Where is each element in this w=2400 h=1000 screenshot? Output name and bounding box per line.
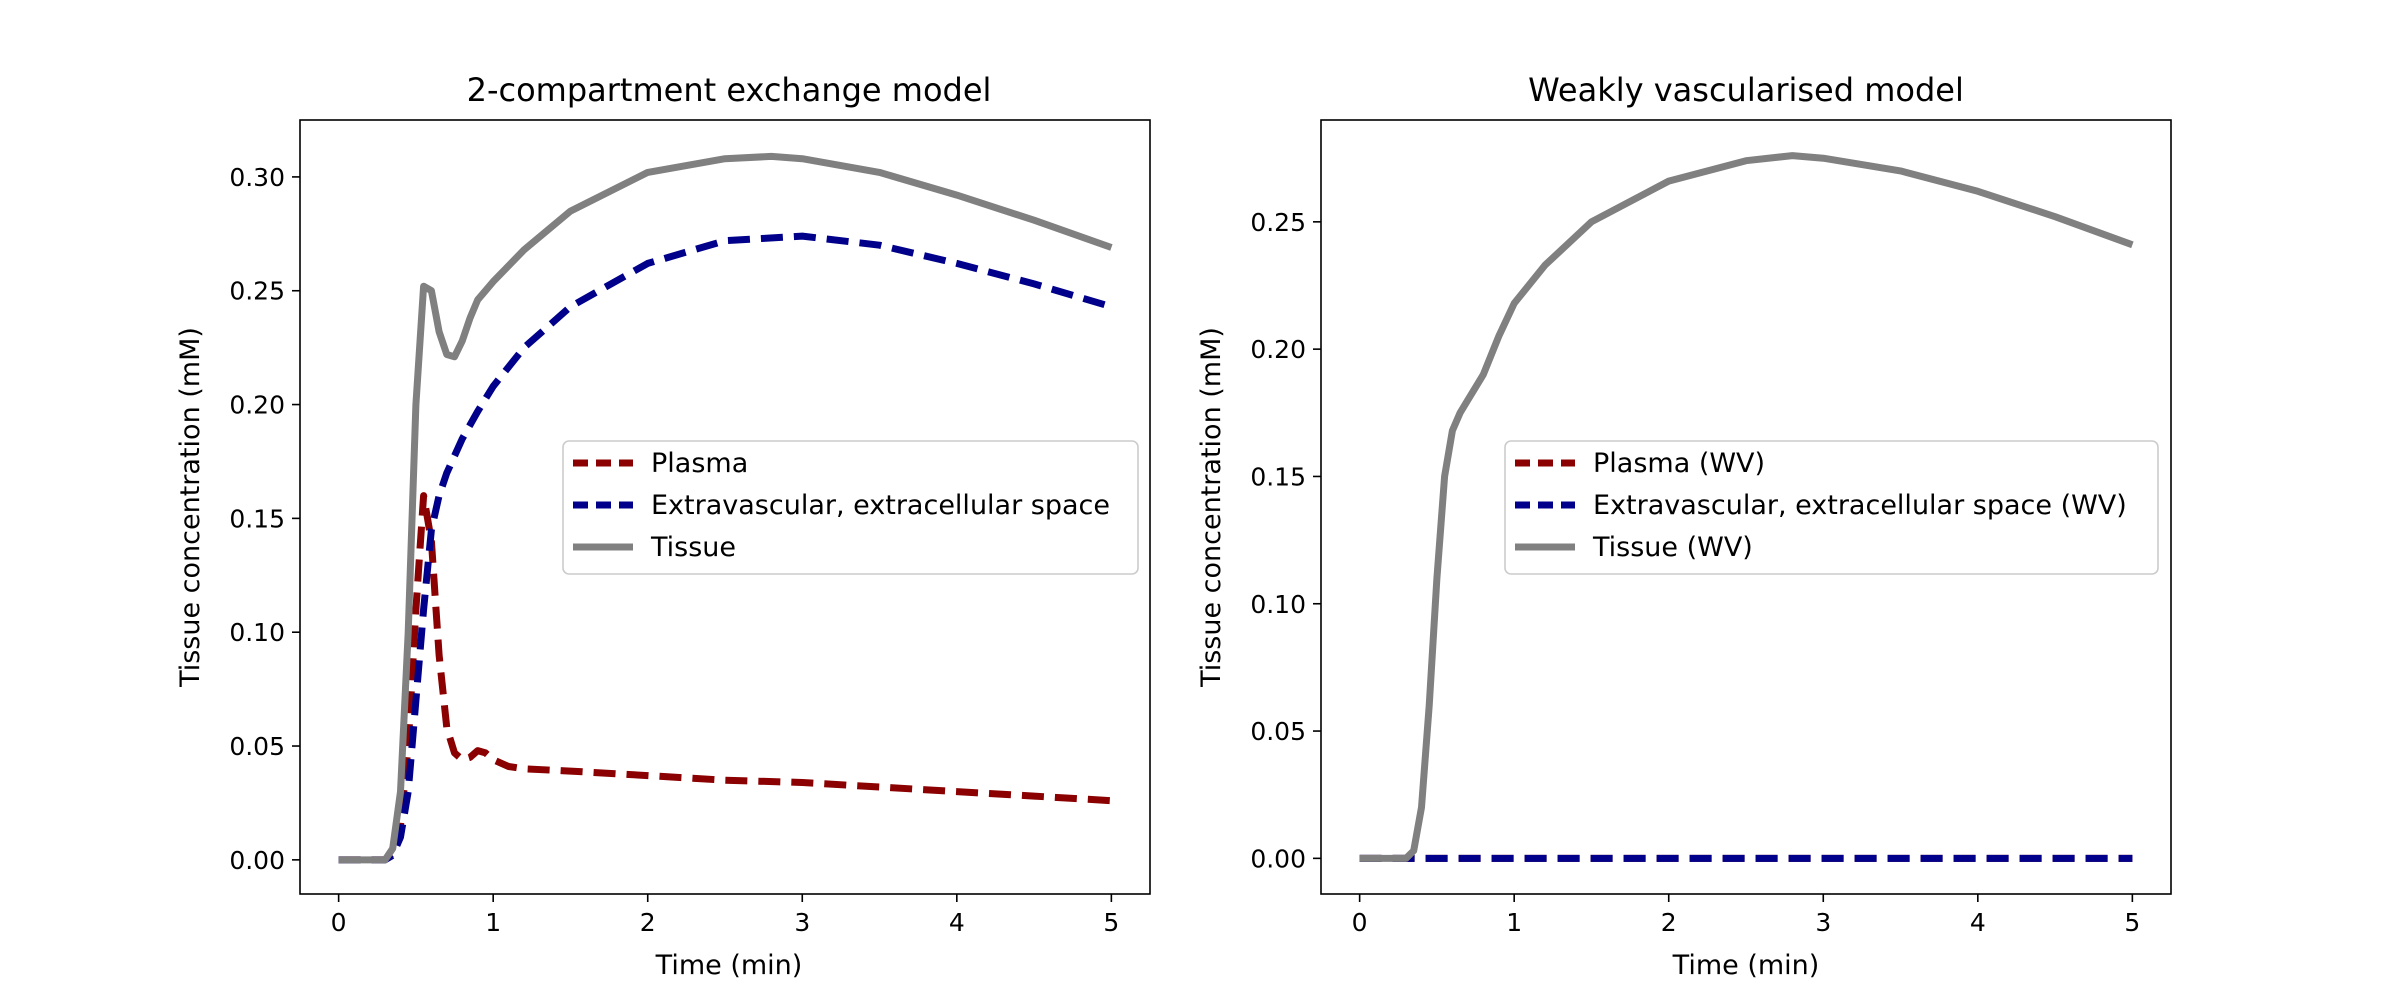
y-tick-label: 0.05 [229, 732, 285, 761]
x-tick-label: 2 [1661, 908, 1677, 937]
axis-ticks: 0 1 2 3 4 5 0.00 0.05 0.10 0.15 0.20 0.25 [1250, 208, 2140, 937]
y-axis-label: Tissue concentration (mM) [1196, 327, 1227, 688]
x-tick-label: 0 [1352, 908, 1368, 937]
y-tick-label: 0.00 [229, 846, 285, 875]
x-tick-label: 0 [331, 908, 347, 937]
series-line-1 [338, 232, 1113, 864]
chart-title: Weakly vascularised model [1528, 71, 1964, 109]
y-tick-label: 0.25 [229, 277, 285, 306]
x-tick-label: 2 [640, 908, 656, 937]
legend-label-tissue-wv: Tissue (WV) [1592, 532, 1753, 563]
legend-box [1504, 440, 2159, 575]
y-tick-label: 0.15 [1250, 462, 1306, 491]
x-tick-label: 5 [1103, 908, 1119, 937]
legend-label-plasma: Plasma [651, 448, 748, 479]
legend: Plasma (WV) Extravascular, extracellular… [1504, 440, 2159, 575]
legend-label-ees: Extravascular, extracellular space [651, 490, 1110, 521]
chart-weakly-vascularised: Weakly vascularised model 0 1 2 3 4 5 0.00 0.05… [1196, 71, 2172, 981]
x-axis-label: Time (min) [655, 950, 803, 981]
y-tick-label: 0.10 [1250, 590, 1306, 619]
series-lines [1359, 152, 2134, 862]
y-tick-label: 0.10 [229, 618, 285, 647]
x-tick-label: 3 [794, 908, 810, 937]
x-axis-label: Time (min) [1672, 950, 1820, 981]
series-line-2 [1359, 152, 2134, 862]
y-tick-label: 0.15 [229, 504, 285, 533]
legend-label-ees-wv: Extravascular, extracellular space (WV) [1593, 490, 2127, 521]
y-tick-label: 0.20 [229, 391, 285, 420]
x-tick-label: 4 [949, 908, 965, 937]
x-tick-label: 1 [485, 908, 501, 937]
x-tick-label: 4 [1970, 908, 1986, 937]
legend-label-tissue: Tissue [650, 532, 736, 563]
series-line-0 [338, 492, 1112, 864]
chart-2-compartment: 2-compartment exchange model 0 1 2 3 4 50.000… [175, 71, 1151, 981]
x-tick-label: 5 [2124, 908, 2140, 937]
y-tick-label: 0.00 [1250, 844, 1306, 873]
series-lines [338, 152, 1113, 864]
y-tick-label: 0.05 [1250, 717, 1306, 746]
x-tick-label: 1 [1506, 908, 1522, 937]
y-axis-label: Tissue concentration (mM) [175, 327, 206, 688]
y-tick-label: 0.25 [1250, 208, 1306, 237]
chart-title: 2-compartment exchange model [467, 71, 992, 109]
legend: Plasma Extravascular, extracellular spac… [562, 440, 1139, 575]
axis-ticks: 0 1 2 3 4 5 0.00 0.05 0.10 0.15 0.20 0.25 0.30 [229, 163, 1119, 937]
legend-box [562, 440, 1139, 575]
y-tick-label: 0.20 [1250, 335, 1306, 364]
legend-label-plasma-wv: Plasma (WV) [1593, 448, 1765, 479]
y-tick-label: 0.30 [229, 163, 285, 192]
series-line-2 [338, 152, 1113, 864]
x-tick-label: 3 [1815, 908, 1831, 937]
